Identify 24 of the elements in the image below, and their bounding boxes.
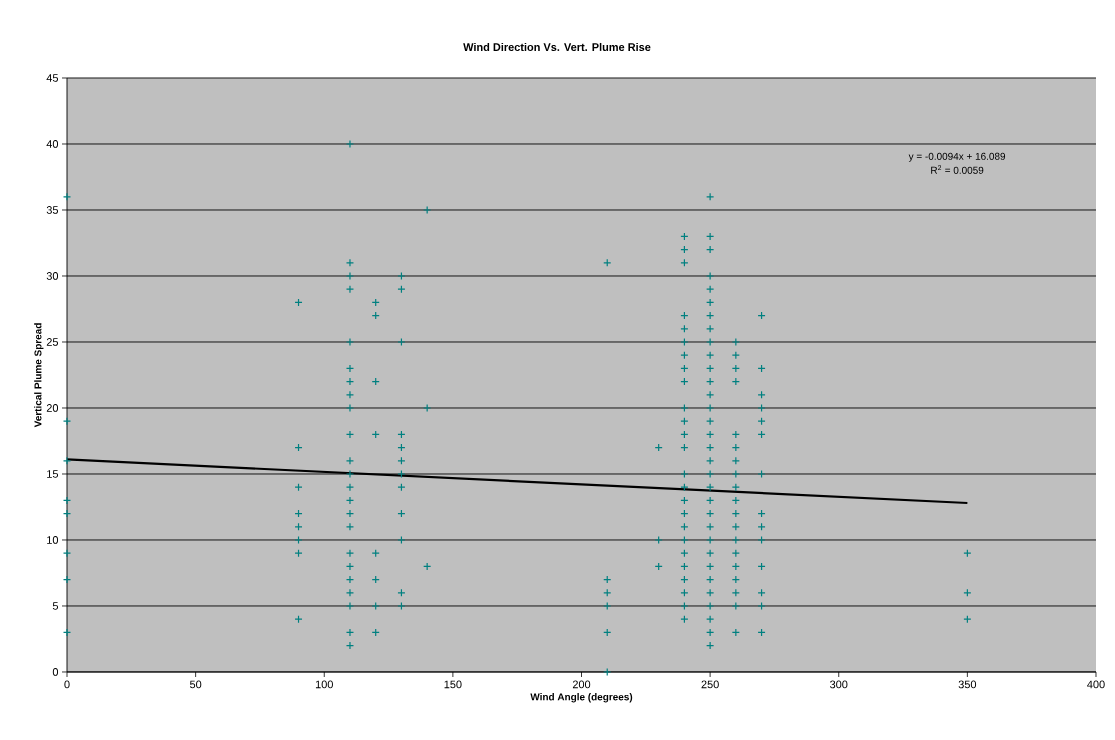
- x-tick-label: 0: [64, 680, 70, 689]
- y-tick-label: 5: [52, 602, 59, 610]
- y-axis-title: Vertical Plume Spread: [34, 323, 44, 428]
- x-tick-label: 400: [1087, 680, 1105, 689]
- x-axis-title: Wind Angle (degrees): [530, 693, 633, 703]
- y-tick-label: 30: [46, 272, 59, 280]
- y-tick-label: 15: [47, 470, 59, 478]
- annotation: y = -0.0094x + 16.089: [908, 152, 1006, 162]
- y-tick-label: 10: [47, 536, 59, 544]
- y-tick-label: 35: [46, 206, 59, 214]
- x-tick-label: 50: [189, 680, 202, 689]
- x-tick-label: 150: [444, 680, 462, 689]
- chart-title: Wind Direction Vs. Vert. Plume Rise: [463, 42, 651, 52]
- x-tick-label: 300: [830, 680, 848, 689]
- x-tick-label: 100: [315, 680, 333, 689]
- y-tick-label: 40: [46, 140, 59, 148]
- y-tick-label: 25: [46, 338, 59, 346]
- y-tick-label: 45: [46, 74, 59, 82]
- y-tick-label: 20: [46, 404, 59, 412]
- annotation: R$^{2}$ = 0.0059: [931, 165, 984, 174]
- y-tick-label: 0: [52, 668, 59, 676]
- x-tick-label: 200: [572, 680, 591, 689]
- x-tick-label: 350: [958, 680, 977, 689]
- x-tick-label: 250: [701, 680, 719, 689]
